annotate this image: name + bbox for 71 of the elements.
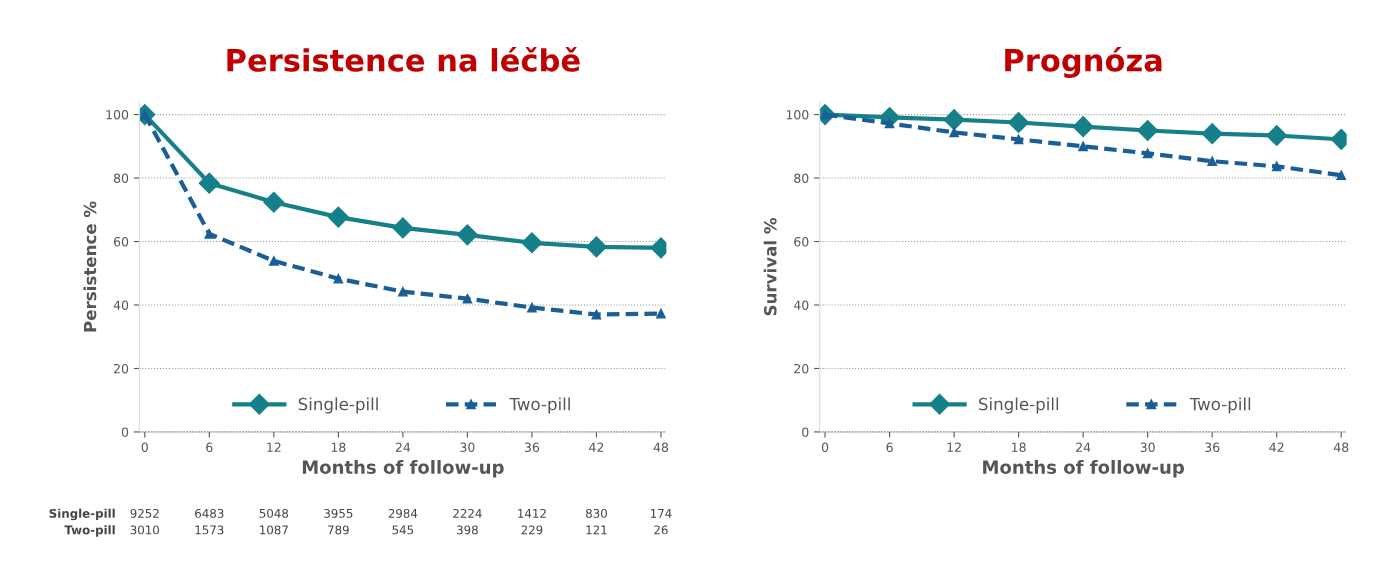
y-tick-label: 80 (113, 173, 129, 183)
point (327, 206, 349, 228)
point (943, 109, 965, 131)
y-tick-label: 60 (113, 237, 129, 247)
x-tick-label: 30 (460, 442, 475, 453)
point (392, 217, 414, 239)
x-tick-label: 36 (1205, 442, 1220, 453)
point (462, 293, 473, 304)
point (204, 229, 215, 239)
x-tick-label: 48 (653, 442, 669, 453)
y-tick-label: 0 (121, 427, 129, 437)
legend-label: Single-pill (979, 397, 1059, 414)
x-tick-label: 0 (821, 442, 829, 453)
point (268, 256, 279, 266)
point (1137, 119, 1159, 141)
x-tick-label: 6 (886, 442, 893, 453)
point (585, 236, 607, 258)
y-tick-label: 20 (113, 363, 129, 374)
x-tick-label: 12 (267, 442, 281, 452)
y-axis-title: Survival % (763, 217, 777, 316)
x-tick-label: 24 (1076, 442, 1091, 452)
x-tick-label: 0 (141, 442, 148, 453)
point (1142, 148, 1153, 159)
point (456, 224, 478, 246)
y-tick-label: 0 (802, 427, 809, 437)
x-tick-label: 36 (524, 442, 540, 453)
y-tick-label: 80 (794, 173, 809, 183)
point (884, 118, 895, 129)
y-tick-label: 100 (106, 110, 129, 120)
x-tick-label: 30 (1140, 442, 1155, 453)
point (1207, 156, 1218, 167)
x-axis-title: Months of follow-up (983, 460, 1184, 478)
point (1336, 170, 1347, 181)
point (198, 172, 220, 194)
y-tick-label: 100 (786, 110, 809, 120)
point (1078, 141, 1088, 152)
text: Single-pill 9252 6483 5048 3955 2984 2224 1412 830 174 (49, 508, 672, 521)
y-axis-title: Persistence % (83, 201, 97, 332)
text: Two-pill 3010 1573 1087 789 545 398 229 121 26 (64, 525, 668, 537)
point (333, 273, 344, 284)
point (521, 232, 543, 254)
x-tick-label: 42 (589, 442, 604, 452)
y-tick-label: 40 (113, 300, 129, 310)
point (263, 191, 285, 213)
x-tick-label: 18 (1012, 442, 1026, 453)
chart-title: Persistence na léčbě (227, 46, 580, 72)
point (1266, 125, 1288, 147)
x-tick-label: 42 (1269, 442, 1284, 452)
point (398, 286, 408, 297)
x-tick-label: 18 (331, 442, 346, 453)
point (591, 309, 602, 320)
legend-label: Single-pill (298, 397, 378, 414)
point (1008, 112, 1030, 134)
y-tick-label: 40 (793, 300, 809, 310)
point (1013, 134, 1024, 145)
point (1271, 161, 1282, 172)
x-axis-title: Months of follow-up (302, 460, 504, 478)
x-tick-label: 48 (1333, 442, 1349, 453)
x-tick-label: 12 (947, 442, 961, 452)
point (949, 127, 959, 138)
chart-title: Prognóza (1005, 46, 1162, 78)
point (1201, 123, 1223, 145)
x-tick-label: 6 (206, 442, 213, 453)
x-tick-label: 24 (395, 442, 411, 452)
point (527, 302, 537, 313)
y-tick-label: 20 (794, 363, 809, 374)
y-tick-label: 60 (794, 237, 809, 247)
legend-label: Two-pill (1189, 397, 1251, 414)
point (1072, 116, 1094, 138)
legend-label: Two-pill (509, 397, 570, 414)
point (656, 308, 666, 319)
